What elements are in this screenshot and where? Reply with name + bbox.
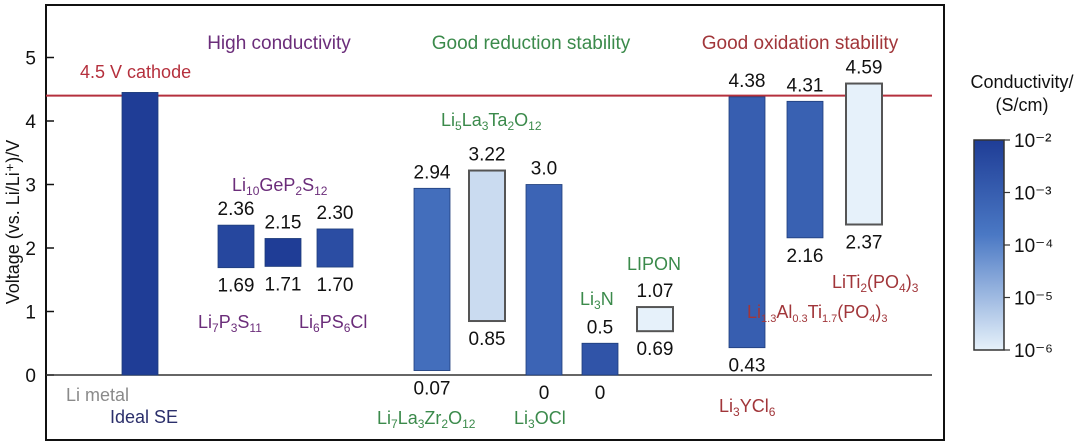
label-liti2po43: LiTi2(PO4)3 [832, 272, 919, 295]
colorbar-title-line-2: (S/cm) [996, 95, 1049, 115]
value-label-max-li10gep2s12: 2.15 [265, 212, 302, 233]
label-lipon: LIPON [627, 254, 681, 274]
value-label-max-li7la3zr2o12: 2.94 [414, 162, 451, 183]
value-label-min-li3ocl: 0 [539, 383, 550, 404]
bar-ideal-se [121, 92, 159, 376]
y-tick-label: 4 [25, 112, 36, 133]
colorbar-tick-label: 10⁻² [1014, 131, 1052, 152]
value-label-max-li3n: 0.5 [587, 317, 613, 338]
bar-li1-3al0-3ti1-7-po4-3 [786, 100, 824, 239]
value-label-min-li7p3s11: 1.69 [218, 276, 255, 297]
bar-li3ycl6 [728, 96, 766, 349]
cathode-voltage-label: 4.5 V cathode [80, 62, 191, 82]
li-metal-label: Li metal [66, 385, 129, 405]
value-label-min-li3ycl6: 0.43 [729, 356, 766, 377]
value-label-max-li6ps6cl: 2.30 [317, 203, 354, 224]
group-title-oxidation-stability: Good oxidation stability [702, 33, 899, 54]
group-title-high-conductivity: High conductivity [207, 33, 351, 54]
value-label-min-li10gep2s12: 1.71 [265, 274, 302, 295]
colorbar-tick-label: 10⁻⁴ [1014, 236, 1053, 257]
label-li10gep2s12: Li10GeP2S12 [232, 175, 328, 198]
bar-lipon [636, 306, 674, 333]
bar-li6ps6cl [316, 228, 354, 268]
label-li3ocl: Li3OCl [514, 408, 566, 431]
value-label-min-li1-3al0-3ti1-7-po4-3: 2.16 [787, 246, 824, 267]
value-label-min-li3n: 0 [595, 383, 606, 404]
label-li3n: Li3N [580, 289, 614, 312]
value-label-min-li7la3zr2o12: 0.07 [414, 379, 451, 400]
value-label-max-li7p3s11: 2.36 [218, 199, 255, 220]
value-label-min-liti2-po4-3: 2.37 [846, 233, 883, 254]
y-tick-label: 3 [25, 176, 36, 197]
value-label-min-li5la3ta2o12: 0.85 [469, 329, 506, 350]
label-li1-3al0-3ti1-7po43: Li1.3Al0.3Ti1.7(PO4)3 [747, 302, 888, 325]
value-labels: 2.36 1.69 2.15 1.71 2.30 1.70 2.94 0.07 3.22 0.85… [218, 58, 883, 404]
bar-li7la3zr2o12 [413, 187, 451, 371]
y-tick-label: 1 [25, 303, 36, 324]
colorbar-tick-label: 10⁻³ [1014, 184, 1052, 205]
colorbar-ticks: 10⁻² 10⁻³ 10⁻⁴ 10⁻⁵ 10⁻⁶ [1004, 131, 1053, 362]
value-label-min-lipon: 0.69 [637, 339, 674, 360]
value-label-max-li1-3al0-3ti1-7-po4-3: 4.31 [787, 75, 824, 96]
label-li5la3ta2o12: Li5La3Ta2O12 [441, 110, 542, 133]
y-axis-label: Voltage (vs. Li/Li⁺)/V [3, 140, 23, 305]
bar-li10gep2s12 [264, 238, 302, 267]
bar-li7p3s11 [217, 224, 255, 269]
value-label-max-li3ycl6: 4.38 [729, 71, 766, 92]
value-label-max-li5la3ta2o12: 3.22 [469, 145, 506, 166]
bar-liti2-po4-3 [845, 82, 883, 226]
colorbar-tick-label: 10⁻⁵ [1014, 289, 1053, 310]
label-li6ps6cl: Li6PS6Cl [299, 312, 367, 335]
label-li3ycl6: Li3YCl6 [719, 396, 776, 419]
label-ideal-se: Ideal SE [110, 407, 178, 427]
label-li7p3s11: Li7P3S11 [198, 312, 262, 335]
y-tick-label: 0 [25, 366, 36, 387]
bar-li3n [581, 342, 619, 376]
colorbar [973, 139, 1005, 351]
y-tick-label: 5 [25, 49, 36, 70]
label-li7la3zr2o12: Li7La3Zr2O12 [377, 408, 476, 431]
value-label-max-liti2-po4-3: 4.59 [846, 58, 883, 79]
colorbar-title-line-1: Conductivity/ [970, 72, 1073, 92]
colorbar-tick-label: 10⁻⁶ [1014, 341, 1053, 362]
value-label-max-lipon: 1.07 [637, 281, 674, 302]
group-title-reduction-stability: Good reduction stability [432, 33, 631, 54]
bars [121, 82, 883, 376]
value-label-min-li6ps6cl: 1.70 [317, 275, 354, 296]
y-tick-label: 2 [25, 239, 36, 260]
bar-li3ocl [525, 184, 563, 376]
value-label-max-li3ocl: 3.0 [531, 159, 557, 180]
bar-li5la3ta2o12 [468, 169, 506, 323]
